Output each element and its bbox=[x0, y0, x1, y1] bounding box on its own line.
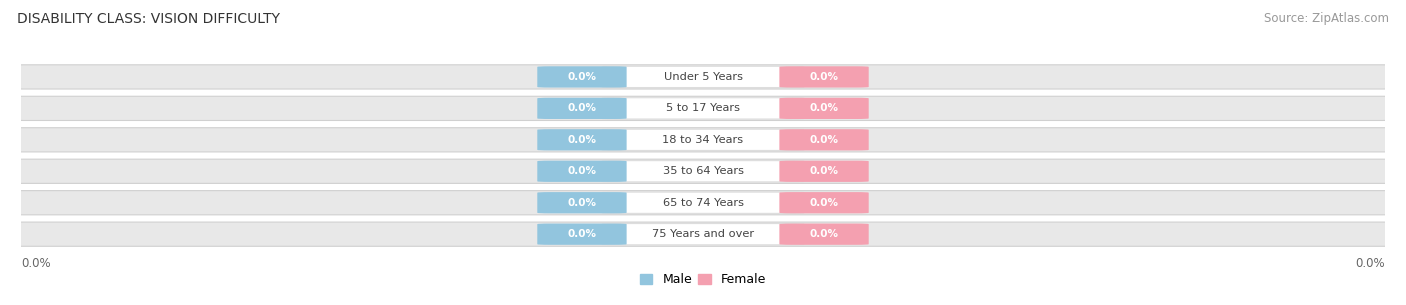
Text: 5 to 17 Years: 5 to 17 Years bbox=[666, 103, 740, 113]
Text: 0.0%: 0.0% bbox=[568, 103, 596, 113]
Text: 0.0%: 0.0% bbox=[810, 166, 838, 176]
FancyBboxPatch shape bbox=[602, 192, 804, 214]
FancyBboxPatch shape bbox=[7, 159, 1399, 183]
FancyBboxPatch shape bbox=[7, 191, 1399, 215]
Text: Source: ZipAtlas.com: Source: ZipAtlas.com bbox=[1264, 12, 1389, 25]
Text: 0.0%: 0.0% bbox=[810, 198, 838, 208]
FancyBboxPatch shape bbox=[537, 224, 627, 245]
Text: 35 to 64 Years: 35 to 64 Years bbox=[662, 166, 744, 176]
FancyBboxPatch shape bbox=[537, 129, 627, 150]
FancyBboxPatch shape bbox=[602, 66, 804, 88]
Text: 0.0%: 0.0% bbox=[568, 229, 596, 239]
Text: 0.0%: 0.0% bbox=[810, 229, 838, 239]
Text: 0.0%: 0.0% bbox=[568, 135, 596, 145]
FancyBboxPatch shape bbox=[779, 224, 869, 245]
FancyBboxPatch shape bbox=[779, 129, 869, 150]
FancyBboxPatch shape bbox=[602, 98, 804, 119]
FancyBboxPatch shape bbox=[779, 161, 869, 182]
Text: 0.0%: 0.0% bbox=[810, 72, 838, 82]
Text: 0.0%: 0.0% bbox=[1355, 257, 1385, 270]
Text: 75 Years and over: 75 Years and over bbox=[652, 229, 754, 239]
Text: Under 5 Years: Under 5 Years bbox=[664, 72, 742, 82]
FancyBboxPatch shape bbox=[602, 224, 804, 245]
Text: 0.0%: 0.0% bbox=[810, 135, 838, 145]
Text: 0.0%: 0.0% bbox=[568, 72, 596, 82]
Text: 0.0%: 0.0% bbox=[810, 103, 838, 113]
FancyBboxPatch shape bbox=[537, 98, 627, 119]
FancyBboxPatch shape bbox=[7, 65, 1399, 89]
FancyBboxPatch shape bbox=[7, 128, 1399, 152]
FancyBboxPatch shape bbox=[602, 161, 804, 182]
Text: DISABILITY CLASS: VISION DIFFICULTY: DISABILITY CLASS: VISION DIFFICULTY bbox=[17, 12, 280, 26]
FancyBboxPatch shape bbox=[537, 161, 627, 182]
Text: 18 to 34 Years: 18 to 34 Years bbox=[662, 135, 744, 145]
FancyBboxPatch shape bbox=[779, 192, 869, 214]
FancyBboxPatch shape bbox=[779, 98, 869, 119]
Text: 0.0%: 0.0% bbox=[568, 166, 596, 176]
FancyBboxPatch shape bbox=[779, 66, 869, 88]
Text: 0.0%: 0.0% bbox=[21, 257, 51, 270]
FancyBboxPatch shape bbox=[7, 96, 1399, 120]
Text: 0.0%: 0.0% bbox=[568, 198, 596, 208]
FancyBboxPatch shape bbox=[7, 222, 1399, 246]
Text: 65 to 74 Years: 65 to 74 Years bbox=[662, 198, 744, 208]
FancyBboxPatch shape bbox=[537, 192, 627, 214]
FancyBboxPatch shape bbox=[537, 66, 627, 88]
Legend: Male, Female: Male, Female bbox=[640, 273, 766, 286]
FancyBboxPatch shape bbox=[602, 129, 804, 150]
